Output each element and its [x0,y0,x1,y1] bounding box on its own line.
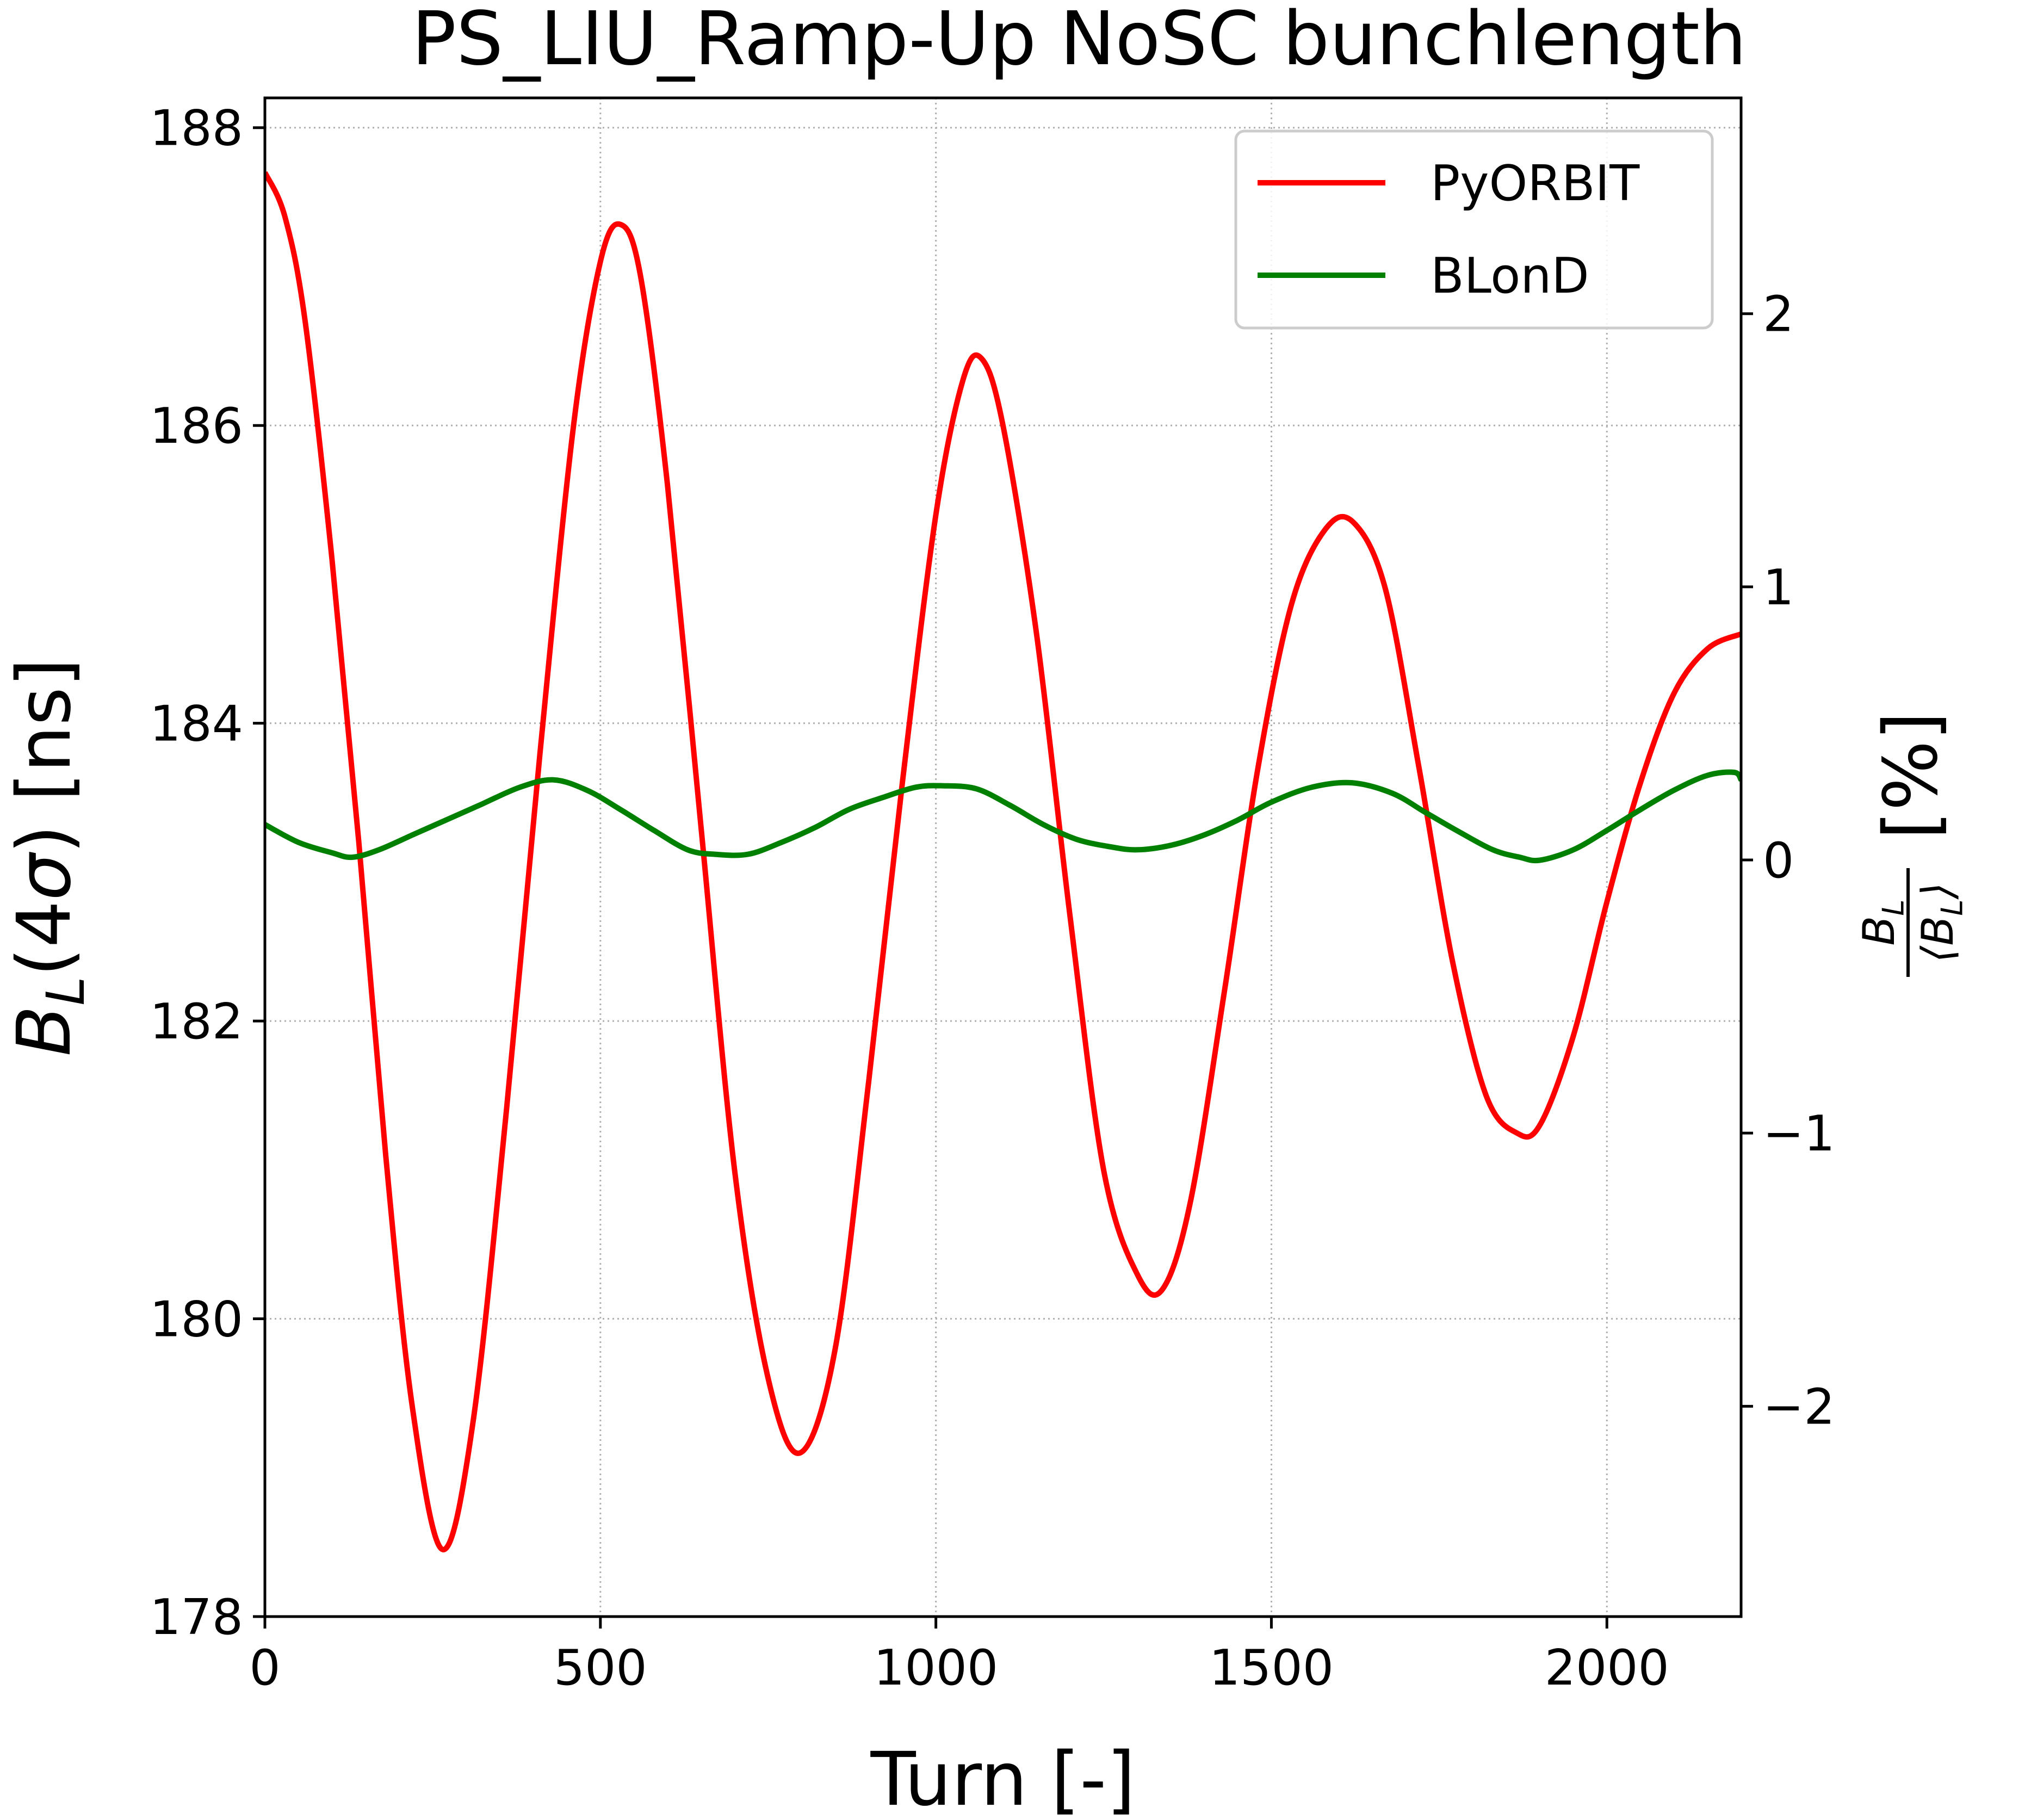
legend: PyORBIT BLonD [1234,129,1714,330]
tick-layer: 0 500 1000 1500 2000 178 180 182 184 186 188 −2 −1 0 1… [150,100,1835,1697]
y-title-symbol: B [2,1006,88,1056]
y-axis-title-text: BL(4σ) [ns] [2,658,96,1056]
y-tick-label: 178 [150,1589,243,1646]
x-tick-label: 1000 [874,1639,998,1697]
series-layer [265,171,1741,1552]
legend-label-blond: BLonD [1431,247,1589,305]
y-tick-label: 180 [150,1291,243,1348]
y2-axis-title: BL⟨BL⟩[%] [1854,711,1970,977]
y2-title-numerator-main: B [1854,916,1904,946]
y2-title-denominator-rest: ⟩ [1912,882,1963,900]
x-tick-label: 2000 [1545,1639,1669,1697]
y-title-unit: ) [ns] [2,658,88,853]
y-title-number: 4 [2,901,88,948]
chart-title: PS_LIU_Ramp-Up NoSC bunchlength [412,0,1747,82]
y-axis-title: BL(4σ) [ns] [2,658,96,1056]
y2-tick-label: −1 [1763,1105,1835,1162]
y2-title-denominator-main: ⟨B [1912,916,1963,963]
y-tick-label: 184 [150,696,243,753]
y2-title-numerator-sub: L [1877,899,1911,915]
x-tick-label: 1500 [1209,1639,1334,1697]
y-title-subscript: L [35,976,96,1005]
y2-tick-label: −2 [1763,1378,1835,1435]
plot-frame [263,96,1743,1618]
y2-title-numerator: BL [1854,899,1911,945]
y2-title-unit: [%] [1868,711,1954,839]
y-tick-label: 188 [150,100,243,157]
y-title-sigma: σ [2,852,88,901]
series-line-pyorbit [265,171,1741,1552]
y2-tick-label: 0 [1763,832,1794,889]
y-title-paren: ( [2,948,88,976]
legend-label-pyorbit: PyORBIT [1431,155,1640,212]
series-line-blond [265,769,1741,864]
x-tick-label: 0 [249,1639,280,1697]
y-tick-label: 186 [150,398,243,455]
x-tick-label: 500 [554,1639,647,1697]
x-axis-title: Turn [-] [870,1737,1136,1817]
y2-tick-label: 2 [1763,286,1794,343]
y2-tick-label: 1 [1763,559,1794,616]
y2-title-denominator-sub: L [1935,899,1970,915]
y-tick-label: 182 [150,993,243,1050]
y2-title-denominator: ⟨BL⟩ [1912,882,1970,963]
